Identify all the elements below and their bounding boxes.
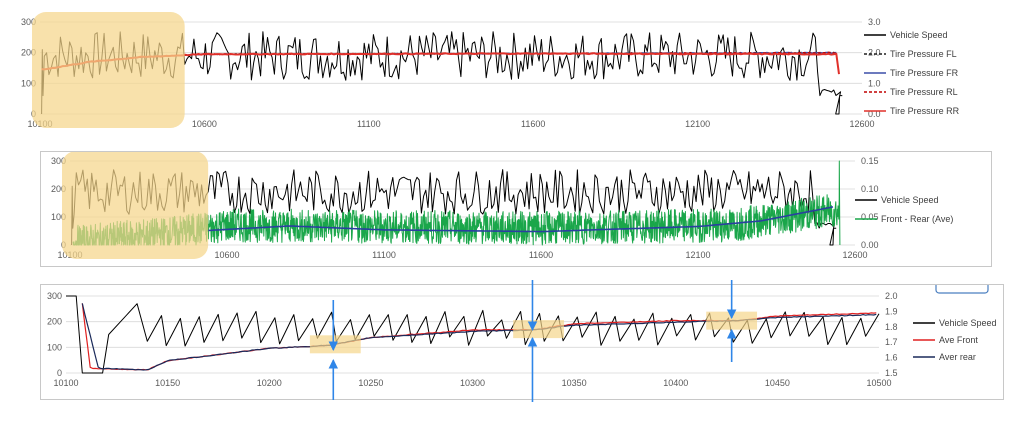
x-tick-label: 11100 <box>372 250 396 260</box>
y-tick-label: 200 <box>47 317 62 327</box>
tire-pressure-chart: 01002003000.01.02.03.0101001060011100116… <box>21 12 960 129</box>
legend-callout-box <box>935 270 989 294</box>
legend-label: Tire Pressure FL <box>890 49 957 59</box>
x-tick-label: 10350 <box>562 378 587 388</box>
legend-label: Vehicle Speed <box>881 195 939 205</box>
x-tick-label: 10400 <box>663 378 688 388</box>
front-rear-trend-line <box>208 206 834 233</box>
legend-label: Vehicle Speed <box>890 30 948 40</box>
legend-label: Tire Pressure FR <box>890 68 959 78</box>
y2-tick-label: 2.0 <box>868 48 881 58</box>
aver-rear-line <box>81 303 877 371</box>
x-tick-label: 10100 <box>53 378 78 388</box>
y2-tick-label: 1.9 <box>885 306 898 316</box>
chart-panel-tire-pressure: 01002003000.01.02.03.0101001060011100116… <box>8 10 1002 132</box>
x-tick-label: 11100 <box>357 119 381 129</box>
y2-tick-label: 1.0 <box>868 78 881 88</box>
y2-tick-label: 1.7 <box>885 337 898 347</box>
y2-tick-label: 2.0 <box>885 291 898 301</box>
x-tick-label: 10250 <box>358 378 383 388</box>
zoomed-chart: 0 100 200 300 1.5 1.6 1.7 1.8 1.9 2.0 10100 10150 10… <box>47 270 997 388</box>
x-tick-label: 12600 <box>842 250 867 260</box>
legend-label: Tire Pressure RL <box>890 87 958 97</box>
highlight-region <box>706 311 758 330</box>
x-tick-label: 10150 <box>155 378 180 388</box>
y2-tick-label: 0.05 <box>861 212 879 222</box>
front-rear-chart: 01002003000.000.050.100.1510100106001110… <box>51 151 953 260</box>
x-tick-label: 10600 <box>192 119 217 129</box>
y2-tick-label: 1.8 <box>885 322 898 332</box>
y-tick-label: 200 <box>51 184 66 194</box>
legend-label: Aver rear <box>939 352 976 362</box>
y-tick-label: 300 <box>47 291 62 301</box>
legend-label: Ave Front <box>939 335 978 345</box>
x-tick-label: 10500 <box>866 378 891 388</box>
x-tick-label: 12600 <box>849 119 874 129</box>
y-tick-label: 100 <box>51 212 66 222</box>
chart-panel-zoomed: 0 100 200 300 1.5 1.6 1.7 1.8 1.9 2.0 10100 10150 10… <box>40 270 1004 400</box>
x-tick-label: 12100 <box>685 250 710 260</box>
y-tick-label: 100 <box>21 78 36 88</box>
highlight-region <box>513 320 564 339</box>
y-tick-label: 300 <box>51 156 66 166</box>
y2-tick-label: 0.0 <box>868 109 881 119</box>
y-tick-label: 200 <box>21 48 36 58</box>
highlight-region <box>32 12 185 128</box>
chart-panel-front-rear: 01002003000.000.050.100.1510100106001110… <box>40 151 992 267</box>
ave-front-line <box>81 303 877 371</box>
x-tick-label: 11600 <box>521 119 545 129</box>
y2-tick-label: 0.15 <box>861 156 879 166</box>
x-tick-label: 12100 <box>685 119 710 129</box>
legend-label: Vehicle Speed <box>939 318 997 328</box>
y2-tick-label: 3.0 <box>868 17 881 27</box>
y2-tick-label: 0.10 <box>861 184 879 194</box>
highlight-region <box>309 335 361 354</box>
legend-label: Tire Pressure RR <box>890 106 960 116</box>
x-tick-label: 10450 <box>765 378 790 388</box>
legend-label: Front - Rear (Ave) <box>881 214 953 224</box>
x-tick-label: 10200 <box>257 378 282 388</box>
y2-tick-label: 0.00 <box>861 240 879 250</box>
y2-tick-label: 1.5 <box>885 368 898 378</box>
x-tick-label: 10600 <box>214 250 239 260</box>
highlight-region <box>62 151 209 259</box>
x-tick-label: 10300 <box>460 378 485 388</box>
y-tick-label: 100 <box>47 342 62 352</box>
vehicle-speed-line <box>66 295 880 374</box>
y-tick-label: 0 <box>57 368 62 378</box>
y-tick-label: 300 <box>21 17 36 27</box>
y2-tick-label: 1.6 <box>885 353 898 363</box>
x-tick-label: 11600 <box>529 250 553 260</box>
